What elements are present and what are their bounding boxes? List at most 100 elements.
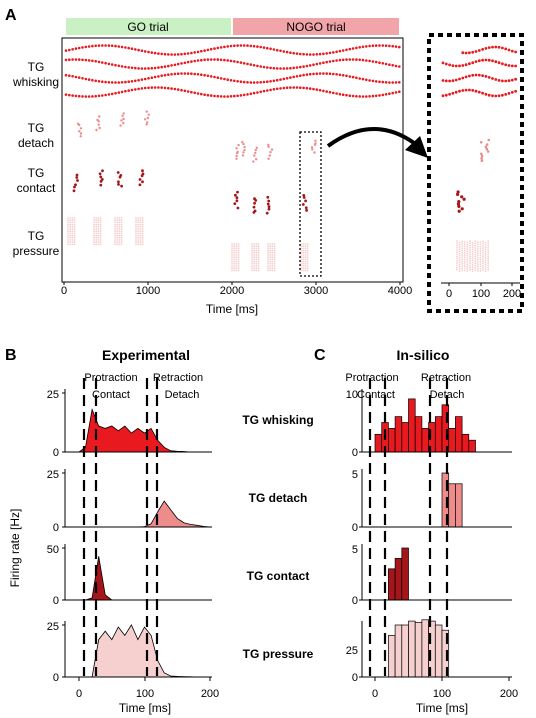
- inset-tick-200: 200: [503, 288, 521, 300]
- inset-pressure-spike: [463, 269, 466, 272]
- contact-spike: [254, 199, 258, 202]
- center-label-contact: TG contact: [247, 569, 310, 583]
- whisking-spike: [239, 94, 243, 97]
- pressure-spike: [93, 223, 95, 226]
- whisking-spike: [381, 44, 385, 47]
- whisking-spike: [71, 75, 74, 78]
- whisking-spike: [87, 45, 91, 48]
- pressure-spike: [233, 269, 236, 272]
- whisking-spike: [259, 81, 263, 84]
- whisking-spike: [203, 93, 206, 96]
- pressure-spike: [135, 243, 137, 246]
- whisking-spike: [213, 75, 216, 79]
- inset-whisking-spike: [484, 58, 488, 62]
- contact-spike: [74, 183, 77, 187]
- pressure-spike: [231, 265, 233, 267]
- whisking-spike: [157, 52, 160, 55]
- whisking-spike: [355, 95, 358, 98]
- contact-spike: [267, 205, 271, 209]
- whisking-spike: [371, 44, 375, 47]
- contact-spike: [305, 209, 308, 212]
- whisking-spike: [233, 94, 236, 98]
- whisking-spike: [68, 48, 71, 52]
- inset-tick-100: 100: [472, 288, 490, 300]
- pressure-spike: [306, 267, 309, 270]
- whisking-spike: [355, 46, 358, 50]
- whisking-spike: [167, 53, 170, 56]
- pressure-spike: [257, 256, 260, 259]
- panel-a-letter: A: [5, 7, 17, 24]
- whisking-spike: [120, 45, 124, 49]
- inset-pressure-spike: [469, 242, 471, 245]
- inset-pressure-spike: [487, 268, 490, 271]
- inset-detach-spike: [480, 154, 484, 158]
- inset-pressure-spike: [479, 254, 482, 257]
- inset-whisking-spike: [487, 76, 491, 79]
- detach-spike: [235, 154, 238, 158]
- detach-spike: [241, 140, 244, 144]
- inset-pressure-spike: [469, 249, 471, 251]
- whisking-spike: [328, 72, 332, 75]
- contact-spike: [117, 180, 120, 184]
- whisking-spike: [312, 72, 315, 76]
- whisking-spike: [180, 72, 183, 75]
- whisking-spike: [236, 44, 239, 47]
- whisking-spike: [124, 65, 127, 69]
- pressure-spike: [139, 236, 142, 239]
- whisking-spike: [77, 58, 81, 61]
- whisking-spike: [266, 46, 269, 50]
- pressure-spike: [93, 219, 95, 222]
- whisking-spike: [236, 80, 239, 83]
- panel-b-detach-label: Detach: [165, 389, 200, 401]
- inset-pressure-spike: [458, 246, 461, 248]
- pressure-spike: [71, 241, 74, 244]
- pressure-spike: [257, 245, 260, 248]
- pressure-spike: [306, 254, 309, 256]
- contact-spike: [73, 185, 76, 189]
- whisking-spike: [358, 58, 362, 62]
- whisking-spike: [160, 86, 163, 89]
- inset-pressure-spike: [463, 265, 466, 267]
- pressure-spike: [139, 243, 142, 246]
- inset-pressure-spike: [479, 243, 482, 246]
- pressure-spike: [302, 245, 305, 248]
- panel-c-letter: C: [314, 347, 326, 364]
- whisking-spike: [124, 80, 127, 84]
- inset-contact-spike: [457, 200, 461, 204]
- whisking-spike: [272, 48, 276, 51]
- pressure-spike: [118, 234, 121, 237]
- inset-pressure-spike: [469, 251, 471, 254]
- pressure-spike: [269, 258, 272, 261]
- contact-spike: [253, 201, 256, 205]
- whisking-spike: [134, 66, 137, 70]
- inset-pressure-spike: [487, 253, 490, 256]
- histogram-bar: [388, 568, 396, 601]
- whisking-spike: [249, 63, 253, 66]
- whisking-spike: [328, 51, 332, 55]
- pressure-spike: [95, 232, 98, 235]
- pressure-spike: [99, 221, 102, 224]
- whisking-spike: [308, 87, 312, 90]
- inset-pressure-spike: [482, 240, 484, 243]
- pressure-spike: [269, 254, 272, 256]
- inset-pressure-spike: [469, 240, 471, 243]
- inset-pressure-spike: [458, 265, 461, 268]
- raster-plot: [64, 44, 401, 272]
- inset-pressure-spike: [479, 250, 482, 252]
- inset-pressure-spike: [484, 252, 487, 255]
- whisking-spike: [209, 75, 213, 78]
- pressure-spike: [69, 232, 72, 235]
- inset-whisking-spike: [441, 79, 445, 82]
- whisking-spike: [117, 91, 121, 94]
- whisking-spike: [180, 62, 183, 65]
- pressure-spike: [73, 230, 76, 233]
- pressure-spike: [69, 219, 72, 222]
- whisking-spike: [140, 87, 144, 90]
- pressure-spike: [269, 245, 272, 248]
- inset-pressure-spike: [474, 255, 477, 258]
- whisking-spike: [84, 45, 88, 49]
- inset-whisking-spike: [494, 78, 498, 81]
- inset-whisking-spike: [501, 93, 504, 97]
- pressure-spike: [255, 249, 258, 252]
- whisking-spike: [312, 63, 315, 66]
